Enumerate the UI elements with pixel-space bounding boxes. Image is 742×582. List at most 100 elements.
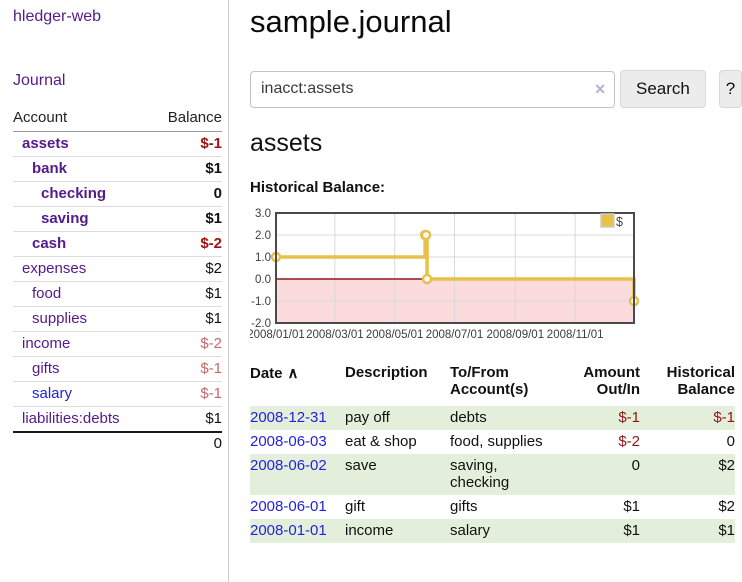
search-input[interactable]	[250, 70, 615, 108]
register-date-link[interactable]: 2008-06-03	[250, 433, 327, 450]
register-row[interactable]: 2008-06-03 eat & shop food, supplies $-2 0	[250, 430, 735, 454]
sidebar-total-row: 0	[13, 431, 222, 456]
account-balance: $-1	[151, 356, 222, 382]
register-date-cell: 2008-06-01	[250, 495, 345, 519]
register-date-link[interactable]: 2008-06-01	[250, 498, 327, 515]
account-row: expenses $2	[13, 256, 222, 282]
account-link[interactable]: income	[22, 335, 71, 352]
register-row[interactable]: 2008-06-01 gift gifts $1 $2	[250, 495, 735, 519]
register-table: Date ∧ Description To/From Account(s) Amo…	[250, 364, 735, 543]
register-balance-cell: 0	[726, 433, 735, 450]
register-date-cell: 2008-01-01	[250, 519, 345, 543]
legend-label: $	[616, 215, 623, 229]
account-link[interactable]: assets	[22, 135, 69, 152]
svg-text:2008/03/01: 2008/03/01	[306, 329, 364, 341]
register-rows: 2008-12-31 pay off debts $-1 $-1 2008-06-03 ea…	[250, 406, 735, 543]
account-row: salary $-1	[13, 381, 222, 407]
data-point-marker	[420, 229, 432, 241]
main-panel: sample.journal ✕ Search ? assets Histori…	[229, 0, 742, 582]
search-form: ✕ Search ?	[250, 70, 742, 108]
account-link[interactable]: bank	[32, 160, 68, 177]
account-column-header: Account	[13, 106, 152, 132]
register-date-cell: 2008-06-02	[250, 454, 345, 495]
account-balance: $-2	[151, 331, 222, 357]
app-title: hledger-web	[13, 8, 102, 25]
register-date-link[interactable]: 2008-06-02	[250, 457, 327, 474]
account-link[interactable]: salary	[32, 385, 73, 402]
account-link[interactable]: cash	[32, 235, 67, 252]
register-row[interactable]: 2008-01-01 income salary $1 $1	[250, 519, 735, 543]
balance-column-header: Balance	[151, 106, 222, 132]
sidebar-account-table: Account Balance assets $-1 bank $1 checking 0…	[13, 106, 222, 456]
account-link[interactable]: gifts	[32, 360, 60, 377]
register-balance-cell: $1	[718, 522, 735, 539]
page-title: sample.journal	[250, 4, 452, 39]
register-amount-cell: $1	[623, 498, 640, 515]
account-row: checking 0	[13, 181, 222, 207]
svg-text:0.0: 0.0	[255, 274, 271, 286]
register-description-cell: pay off	[345, 409, 390, 426]
nav-journal-link[interactable]: Journal	[13, 72, 66, 89]
register-accounts-cell: debts	[450, 409, 487, 426]
header-date[interactable]: Date ∧	[250, 365, 299, 382]
register-amount-cell: $1	[623, 522, 640, 539]
sort-asc-icon: ∧	[287, 365, 299, 382]
register-accounts-cell: gifts	[450, 498, 478, 515]
register-accounts-cell: salary	[450, 522, 491, 539]
account-balance: $-1	[151, 381, 222, 407]
account-link[interactable]: expenses	[22, 260, 87, 277]
header-amount: Amount Out/In	[583, 364, 640, 398]
register-row[interactable]: 2008-12-31 pay off debts $-1 $-1	[250, 406, 735, 430]
svg-text:2008/11/01: 2008/11/01	[547, 329, 604, 341]
register-date-link[interactable]: 2008-01-01	[250, 522, 327, 539]
account-balance: $1	[151, 306, 222, 332]
header-description: Description	[345, 364, 428, 381]
account-row: liabilities:debts $1	[13, 406, 222, 432]
account-balance: $-2	[151, 231, 222, 257]
register-row[interactable]: 2008-06-02 save saving, checking 0 $2	[250, 454, 735, 495]
help-button[interactable]: ?	[718, 70, 742, 108]
register-balance-cell: $2	[718, 457, 735, 474]
register-balance-cell: $-1	[713, 409, 735, 426]
sidebar-account-rows: assets $-1 bank $1 checking 0 saving $1 cash $-2 e…	[13, 132, 222, 432]
account-link[interactable]: food	[32, 285, 62, 302]
header-balance: Historical Balance	[666, 364, 735, 398]
account-balance: $-1	[200, 135, 222, 152]
register-description-cell: save	[345, 457, 377, 474]
svg-text:2008/09/01: 2008/09/01	[487, 329, 545, 341]
sidebar-total-value: 0	[151, 431, 222, 456]
register-amount-cell: $-2	[618, 433, 640, 450]
account-balance: $1	[151, 406, 222, 432]
svg-text:2.0: 2.0	[255, 230, 271, 242]
register-date-link[interactable]: 2008-12-31	[250, 409, 327, 426]
account-row: cash $-2	[13, 231, 222, 257]
svg-text:-2.0: -2.0	[251, 318, 271, 330]
sidebar: hledger-web Journal Account Balance asse…	[0, 0, 229, 582]
svg-text:-1.0: -1.0	[251, 296, 271, 308]
account-row: income $-2	[13, 331, 222, 357]
svg-text:2008/01/01: 2008/01/01	[250, 329, 305, 341]
account-row: bank $1	[13, 156, 222, 182]
legend-swatch	[600, 213, 615, 228]
account-balance: $1	[151, 206, 222, 232]
account-link[interactable]: saving	[41, 210, 89, 227]
register-date-cell: 2008-12-31	[250, 406, 345, 430]
register-balance-cell: $2	[718, 498, 735, 515]
balance-chart: 3.0 2.0 1.0 0.0 -1.0 -2.0 2008/01/01 2008/03/01…	[250, 203, 742, 345]
account-link[interactable]: checking	[41, 185, 107, 202]
header-accounts: To/From Account(s)	[450, 364, 529, 398]
account-link[interactable]: supplies	[32, 310, 88, 327]
clear-search-icon[interactable]: ✕	[594, 80, 606, 97]
account-row: supplies $1	[13, 306, 222, 332]
svg-text:3.0: 3.0	[255, 208, 271, 220]
account-row: gifts $-1	[13, 356, 222, 382]
account-row: assets $-1	[13, 132, 222, 157]
register-description-cell: gift	[345, 498, 366, 515]
svg-text:1.0: 1.0	[255, 252, 271, 264]
data-point-marker	[421, 273, 433, 285]
account-balance: $1	[151, 156, 222, 182]
svg-text:2008/05/01: 2008/05/01	[366, 329, 424, 341]
search-button[interactable]: Search	[620, 70, 706, 108]
account-link[interactable]: liabilities:debts	[22, 410, 120, 427]
register-description-cell: income	[345, 522, 394, 539]
